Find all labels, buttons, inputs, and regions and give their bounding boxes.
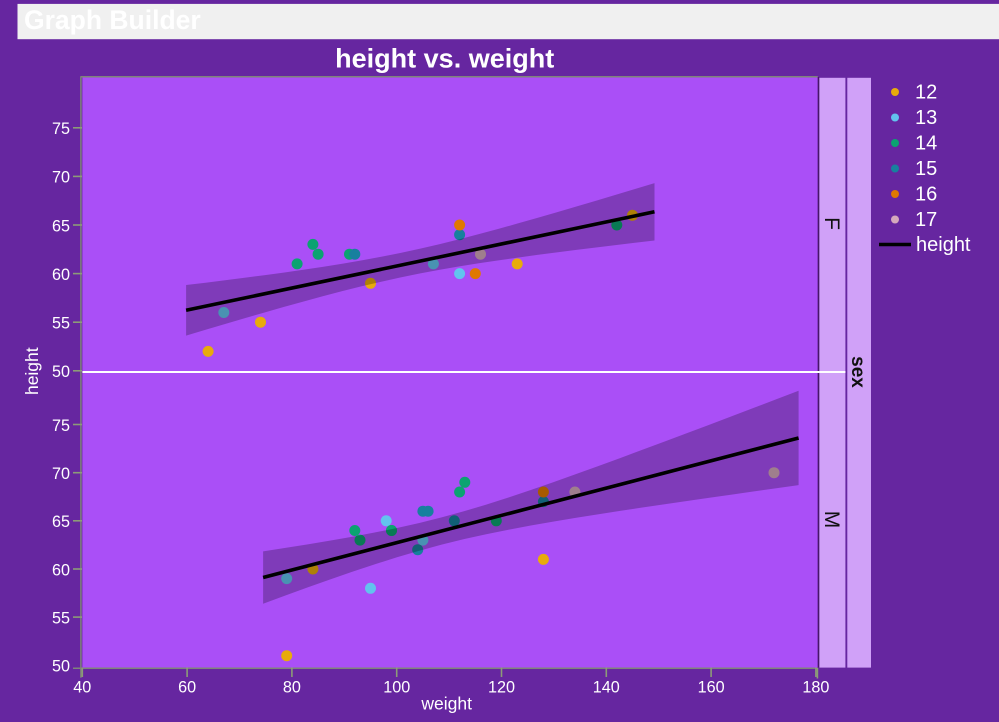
svg-text:40: 40	[73, 679, 91, 697]
svg-text:16: 16	[915, 184, 937, 206]
svg-text:65: 65	[52, 513, 70, 531]
svg-text:M: M	[820, 511, 843, 529]
svg-text:F: F	[820, 217, 843, 230]
svg-text:15: 15	[915, 158, 937, 180]
svg-text:weight: weight	[420, 694, 472, 714]
svg-text:75: 75	[52, 417, 70, 435]
svg-text:13: 13	[915, 107, 937, 129]
svg-text:60: 60	[178, 679, 196, 697]
svg-text:120: 120	[488, 679, 515, 697]
svg-text:75: 75	[52, 120, 70, 138]
svg-text:Graph Builder: Graph Builder	[24, 5, 201, 35]
svg-text:60: 60	[52, 561, 70, 579]
svg-text:70: 70	[52, 169, 70, 187]
svg-text:180: 180	[802, 679, 829, 697]
svg-text:100: 100	[383, 679, 410, 697]
svg-text:65: 65	[52, 217, 70, 235]
svg-text:160: 160	[698, 679, 725, 697]
svg-text:50: 50	[52, 363, 70, 381]
svg-text:height: height	[916, 234, 971, 256]
svg-text:60: 60	[52, 266, 70, 284]
svg-text:sex: sex	[847, 356, 868, 388]
svg-text:14: 14	[915, 133, 937, 155]
svg-text:140: 140	[593, 679, 620, 697]
svg-text:80: 80	[283, 679, 301, 697]
svg-text:55: 55	[52, 315, 70, 333]
svg-text:17: 17	[915, 209, 937, 231]
svg-text:height vs. weight: height vs. weight	[335, 44, 554, 74]
svg-text:55: 55	[52, 609, 70, 627]
svg-text:12: 12	[915, 82, 937, 104]
svg-text:70: 70	[52, 465, 70, 483]
svg-text:height: height	[22, 347, 42, 395]
svg-text:50: 50	[52, 658, 70, 676]
